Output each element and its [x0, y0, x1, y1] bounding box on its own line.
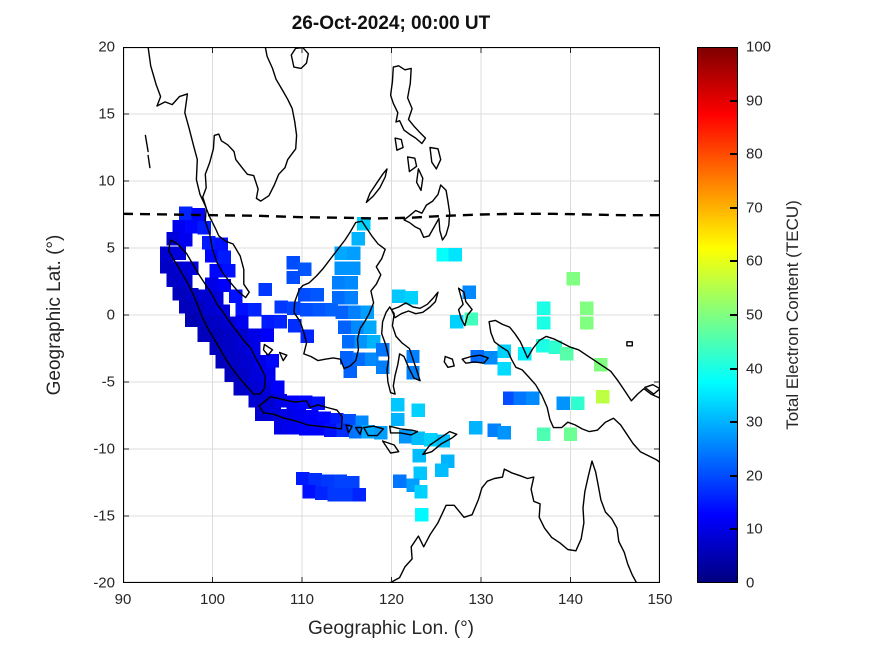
y-tick-label: -5	[101, 373, 115, 391]
map-plot	[123, 47, 660, 583]
colorbar-tick-mark	[730, 260, 737, 263]
colorbar-tick-mark	[730, 474, 737, 477]
y-tick-label: 10	[98, 172, 115, 190]
y-tick-label: -15	[93, 507, 115, 525]
y-tick-label: 5	[106, 239, 115, 257]
y-tick-label: -20	[93, 574, 115, 592]
map-canvas	[123, 47, 660, 583]
x-tick-label: 90	[114, 591, 132, 608]
colorbar-tick-mark	[730, 99, 737, 102]
colorbar-label: Total Electron Content (TECU)	[783, 200, 802, 430]
y-tick-label: -10	[93, 440, 115, 458]
x-tick-label: 120	[378, 591, 405, 608]
x-axis-label: Geographic Lon. (°)	[307, 618, 475, 639]
colorbar-tick-label: 30	[746, 413, 763, 431]
colorbar-tick-label: 80	[746, 145, 763, 163]
x-tick-label: 140	[557, 591, 584, 608]
colorbar-tick-label: 90	[746, 92, 763, 110]
colorbar-tick-mark	[730, 314, 737, 316]
colorbar-tick-label: 100	[746, 38, 772, 56]
colorbar-tick-label: 70	[746, 199, 763, 217]
y-tick-label: 20	[98, 38, 115, 56]
chart-title: 26-Oct-2024; 00:00 UT	[291, 13, 491, 34]
colorbar-tick-mark	[730, 367, 737, 370]
colorbar-tick-mark	[730, 206, 737, 209]
colorbar-tick-label: 50	[746, 306, 763, 324]
colorbar-tick-label: 10	[746, 520, 763, 538]
colorbar-tick-label: 60	[746, 252, 763, 270]
x-tick-label: 150	[647, 591, 673, 608]
colorbar-tick-mark	[730, 153, 737, 156]
colorbar-tick-label: 20	[746, 467, 763, 485]
colorbar-tick-mark	[730, 421, 737, 424]
colorbar-tick-label: 40	[746, 360, 763, 378]
colorbar-tick-label: 0	[746, 574, 755, 592]
x-tick-label: 110	[290, 591, 314, 608]
colorbar-tick-mark	[730, 528, 737, 531]
x-tick-label: 130	[468, 591, 494, 608]
y-tick-label: 0	[106, 306, 115, 324]
y-tick-label: 15	[98, 105, 115, 123]
x-tick-label: 100	[199, 591, 226, 608]
y-axis-label: Geographic Lat. (°)	[44, 234, 65, 396]
